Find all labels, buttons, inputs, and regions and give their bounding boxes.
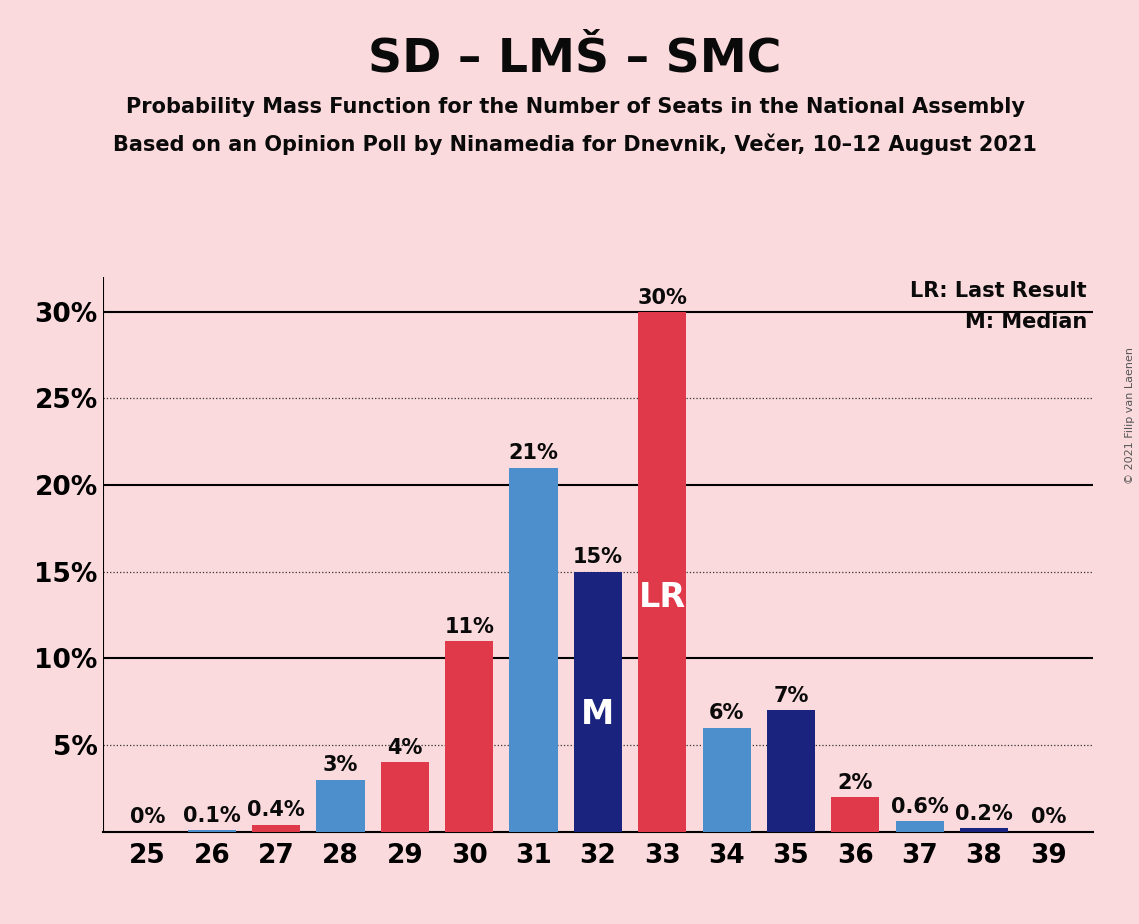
Text: 15%: 15% [573,547,623,567]
Bar [380,762,429,832]
Text: 4%: 4% [387,738,423,758]
Text: 0.1%: 0.1% [183,806,240,825]
Text: SD – LMŠ – SMC: SD – LMŠ – SMC [368,37,782,82]
Text: M: M [581,699,615,731]
Bar [252,824,301,832]
Text: 0.6%: 0.6% [891,796,949,817]
Text: 30%: 30% [638,287,687,308]
Text: 0.2%: 0.2% [956,804,1013,824]
Bar [638,312,687,832]
Text: 2%: 2% [837,772,874,793]
Text: M: Median: M: Median [965,312,1087,332]
Bar [703,728,751,832]
Bar [188,830,236,832]
Bar [767,711,816,832]
Text: LR: LR [639,581,686,614]
Bar [445,641,493,832]
Bar [831,796,879,832]
Bar [509,468,558,832]
Text: © 2021 Filip van Laenen: © 2021 Filip van Laenen [1125,347,1134,484]
Bar [317,780,364,832]
Text: 0%: 0% [1031,808,1066,827]
Text: 3%: 3% [322,755,359,775]
Text: Based on an Opinion Poll by Ninamedia for Dnevnik, Večer, 10–12 August 2021: Based on an Opinion Poll by Ninamedia fo… [113,134,1038,155]
Text: 0%: 0% [130,808,165,827]
Bar [574,572,622,832]
Text: 11%: 11% [444,616,494,637]
Text: 6%: 6% [708,703,745,723]
Bar [960,828,1008,832]
Text: 7%: 7% [773,686,809,706]
Bar [895,821,944,832]
Text: Probability Mass Function for the Number of Seats in the National Assembly: Probability Mass Function for the Number… [125,97,1025,117]
Text: 21%: 21% [509,444,558,464]
Text: LR: Last Result: LR: Last Result [910,281,1087,300]
Text: 0.4%: 0.4% [247,800,305,821]
